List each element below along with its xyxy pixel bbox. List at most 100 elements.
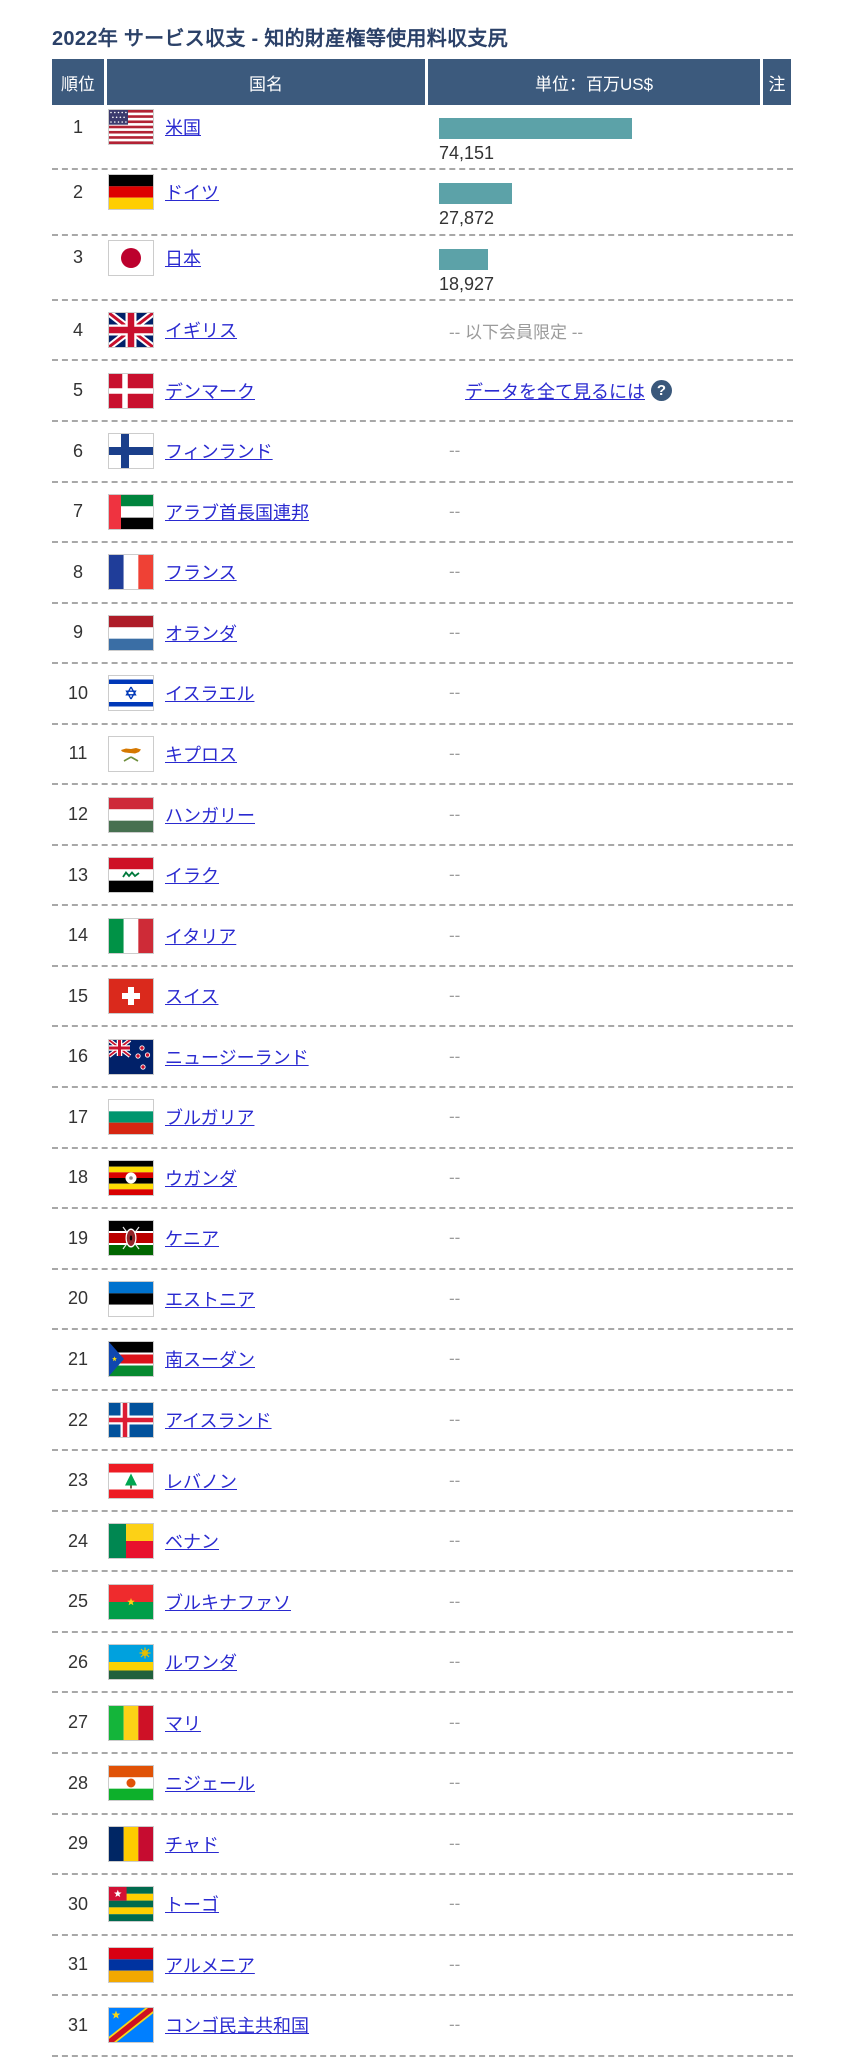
table-row: 6 フィンランド -- bbox=[52, 422, 793, 483]
rank-cell: 17 bbox=[67, 1106, 89, 1127]
country-link[interactable]: エストニア bbox=[165, 1289, 255, 1310]
country-link[interactable]: 日本 bbox=[165, 248, 201, 269]
country-flag-icon bbox=[108, 1886, 154, 1923]
country-link[interactable]: ドイツ bbox=[165, 183, 219, 204]
table-row: 3 日本 18,927 bbox=[52, 236, 793, 301]
value-cell: -- bbox=[431, 1996, 460, 2055]
empty-value: -- bbox=[449, 562, 461, 582]
country-link[interactable]: ルワンダ bbox=[165, 1653, 237, 1674]
country-link[interactable]: アラブ首長国連邦 bbox=[165, 502, 309, 523]
empty-value: -- bbox=[449, 1954, 461, 1974]
country-link[interactable]: レバノン bbox=[165, 1471, 237, 1492]
country-link[interactable]: ベナン bbox=[165, 1532, 219, 1553]
empty-value: -- bbox=[449, 1349, 461, 1369]
country-link[interactable]: フランス bbox=[165, 563, 237, 584]
country-link[interactable]: チャド bbox=[165, 1834, 219, 1855]
country-flag-icon bbox=[108, 2007, 154, 2044]
country-link[interactable]: ニジェール bbox=[165, 1774, 255, 1795]
country-link[interactable]: オランダ bbox=[165, 623, 237, 644]
country-link[interactable]: スイス bbox=[165, 987, 219, 1008]
empty-value: -- bbox=[449, 1712, 461, 1732]
empty-value: -- bbox=[449, 1107, 461, 1127]
value-cell: -- 以下会員限定 -- bbox=[431, 301, 583, 360]
row-left-group: 21 南スーダン bbox=[52, 1330, 255, 1389]
country-link[interactable]: イスラエル bbox=[165, 684, 255, 705]
country-flag-icon bbox=[108, 1220, 154, 1257]
rank-cell: 11 bbox=[68, 743, 88, 764]
country-flag-icon bbox=[108, 174, 154, 211]
country-link[interactable]: ウガンダ bbox=[165, 1168, 237, 1189]
table-row: 28 ニジェール -- bbox=[52, 1754, 793, 1815]
rank-cell: 14 bbox=[67, 925, 89, 946]
view-all-data-link[interactable]: データを全て見るには bbox=[465, 381, 645, 402]
table-row: 14 イタリア -- bbox=[52, 906, 793, 967]
value-cell: -- bbox=[431, 604, 460, 663]
country-link[interactable]: ハンガリー bbox=[165, 805, 255, 826]
country-flag-icon bbox=[108, 675, 154, 712]
country-flag-icon bbox=[108, 1825, 154, 1862]
table-row: 31 アルメニア -- bbox=[52, 1936, 793, 1997]
table-row: 16 ニュージーランド -- bbox=[52, 1027, 793, 1088]
country-link[interactable]: イタリア bbox=[165, 926, 237, 947]
empty-value: -- bbox=[449, 683, 461, 703]
value-cell: -- bbox=[431, 785, 460, 844]
table-row: 2 ドイツ 27,872 bbox=[52, 170, 793, 236]
table-row: 29 チャド -- bbox=[52, 1815, 793, 1876]
table-row: 12 ハンガリー -- bbox=[52, 785, 793, 846]
row-left-group: 25 ブルキナファソ bbox=[52, 1572, 291, 1631]
row-left-group: 9 オランダ bbox=[52, 604, 237, 663]
country-link[interactable]: 米国 bbox=[165, 118, 201, 138]
rank-cell: 21 bbox=[67, 1348, 89, 1369]
rank-cell: 25 bbox=[67, 1591, 89, 1612]
help-icon[interactable]: ? bbox=[651, 380, 672, 402]
country-flag-icon bbox=[108, 1462, 154, 1499]
rank-cell: 19 bbox=[67, 1227, 89, 1248]
country-link[interactable]: キプロス bbox=[165, 744, 237, 765]
country-flag-icon bbox=[108, 614, 154, 651]
empty-value: -- bbox=[449, 804, 461, 824]
value-cell: データを全て見るには? bbox=[431, 361, 672, 420]
country-link[interactable]: マリ bbox=[165, 1713, 201, 1734]
rank-cell: 3 bbox=[72, 247, 83, 268]
header-rank: 順位 bbox=[52, 59, 104, 105]
rank-cell: 12 bbox=[67, 804, 89, 825]
country-link[interactable]: アルメニア bbox=[165, 1955, 255, 1976]
view-all-group: データを全て見るには? bbox=[439, 378, 672, 404]
country-flag-icon bbox=[108, 1704, 154, 1741]
empty-value: -- bbox=[449, 1167, 461, 1187]
country-link[interactable]: アイスランド bbox=[165, 1411, 272, 1431]
table-row: 20 エストニア -- bbox=[52, 1270, 793, 1331]
table-row: 30 トーゴ -- bbox=[52, 1875, 793, 1936]
country-link[interactable]: トーゴ bbox=[165, 1895, 219, 1916]
value-cell: -- bbox=[431, 1391, 460, 1450]
value-cell: -- bbox=[431, 1936, 460, 1995]
rank-cell: 15 bbox=[67, 985, 89, 1006]
rank-cell: 13 bbox=[67, 864, 89, 885]
country-flag-icon bbox=[108, 1159, 154, 1196]
empty-value: -- bbox=[449, 441, 461, 461]
country-link[interactable]: 南スーダン bbox=[165, 1350, 255, 1371]
country-link[interactable]: コンゴ民主共和国 bbox=[165, 2016, 309, 2037]
empty-value: -- bbox=[449, 1288, 461, 1308]
value-cell: -- bbox=[431, 906, 460, 965]
country-link[interactable]: ブルキナファソ bbox=[165, 1592, 291, 1613]
rank-cell: 24 bbox=[67, 1530, 89, 1551]
country-link[interactable]: フィンランド bbox=[165, 442, 273, 463]
table-row: 23 レバノン -- bbox=[52, 1451, 793, 1512]
country-flag-icon bbox=[108, 372, 154, 409]
value-cell: 18,927 bbox=[431, 236, 494, 299]
country-link[interactable]: ブルガリア bbox=[165, 1108, 255, 1129]
value-cell: -- bbox=[431, 725, 460, 784]
value-cell: -- bbox=[431, 1149, 460, 1208]
country-flag-icon bbox=[108, 493, 154, 530]
country-link[interactable]: ニュージーランド bbox=[165, 1047, 309, 1068]
country-link[interactable]: イギリス bbox=[165, 321, 237, 342]
table-row: 8 フランス -- bbox=[52, 543, 793, 604]
rank-cell: 26 bbox=[67, 1651, 89, 1672]
country-link[interactable]: デンマーク bbox=[165, 381, 255, 402]
country-link[interactable]: イラク bbox=[165, 866, 219, 887]
country-link[interactable]: ケニア bbox=[165, 1229, 219, 1250]
row-left-group: 28 ニジェール bbox=[52, 1754, 255, 1813]
rank-cell: 23 bbox=[67, 1470, 89, 1491]
country-flag-icon bbox=[108, 1280, 154, 1317]
